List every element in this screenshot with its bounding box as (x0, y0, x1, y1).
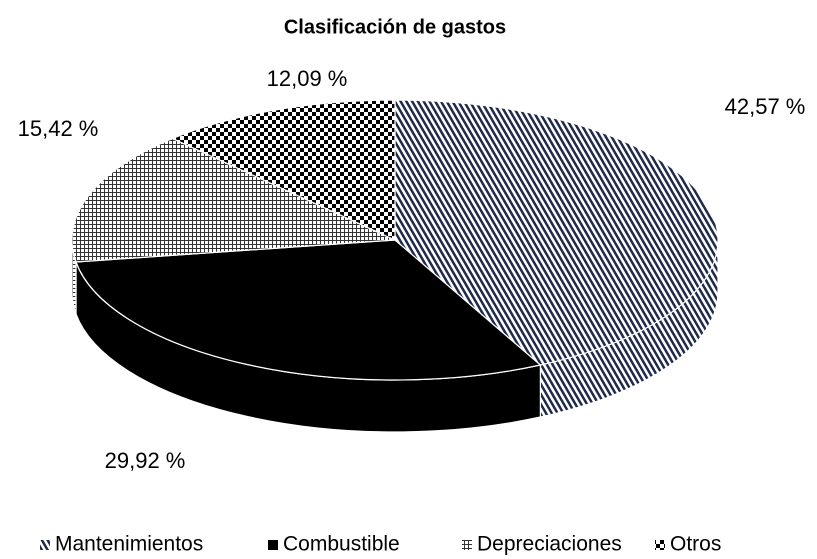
value-label: 15,42 % (18, 116, 99, 141)
legend-label: Combustible (283, 533, 400, 556)
legend-label: Otros (670, 533, 721, 556)
pie-slice (171, 99, 396, 241)
legend-swatch (655, 540, 665, 550)
legend-swatch (268, 540, 278, 550)
legend-swatch (462, 540, 472, 550)
value-label: 42,57 % (725, 94, 806, 119)
value-label: 29,92 % (105, 448, 186, 473)
legend-label: Mantenimientos (55, 533, 203, 556)
legend-label: Depreciaciones (477, 533, 622, 556)
pie-slice (71, 137, 396, 263)
pie-slice (75, 239, 542, 381)
legend-swatch (40, 540, 50, 550)
pie-slice (394, 99, 719, 366)
value-label: 12,09 % (267, 66, 348, 91)
chart-title: Clasificación de gastos (284, 16, 506, 38)
